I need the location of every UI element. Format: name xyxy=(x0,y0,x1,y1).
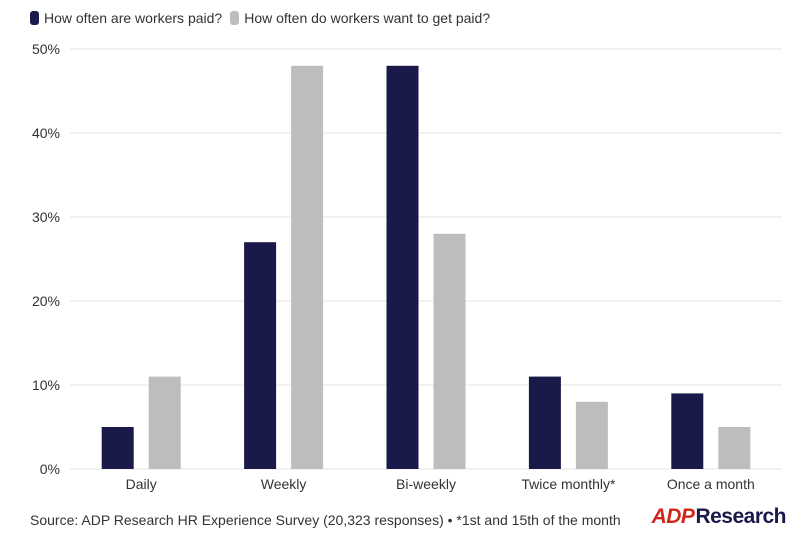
legend-item-series-a: How often are workers paid? xyxy=(30,10,222,26)
legend-swatch-series-b xyxy=(230,11,240,25)
bar-series-b xyxy=(291,65,324,470)
chart-legend: How often are workers paid? How often do… xyxy=(30,8,498,28)
x-tick-label: Bi-weekly xyxy=(396,476,456,492)
adp-logo-mark: ADP xyxy=(651,505,695,528)
legend-label-series-b: How often do workers want to get paid? xyxy=(244,10,491,26)
bar-series-b xyxy=(718,427,751,469)
x-tick-label: Daily xyxy=(126,476,157,492)
y-tick-label: 40% xyxy=(32,125,60,141)
x-tick-label: Weekly xyxy=(261,476,307,492)
x-axis-ticks: Daily Weekly Bi-weekly Twice monthly* Once a… xyxy=(126,476,755,492)
bar-series-b xyxy=(148,376,181,469)
logo-word: Research xyxy=(695,505,786,528)
bar-series-a xyxy=(101,427,134,469)
bars xyxy=(101,65,751,470)
y-tick-label: 10% xyxy=(32,377,60,393)
bar-series-b xyxy=(575,401,608,469)
y-axis-ticks: 0% 10% 20% 30% 40% 50% xyxy=(32,41,60,477)
bar-series-a xyxy=(244,242,277,469)
legend-swatch-series-a xyxy=(30,11,39,25)
x-tick-label: Once a month xyxy=(667,476,755,492)
grid-lines xyxy=(70,48,782,470)
legend-item-series-b: How often do workers want to get paid? xyxy=(230,10,490,26)
adp-research-logo: ADP Research xyxy=(651,505,787,529)
bar-series-a xyxy=(386,65,419,470)
bar-series-a xyxy=(671,393,704,469)
bar-series-a xyxy=(528,376,561,469)
y-tick-label: 0% xyxy=(40,461,60,477)
y-tick-label: 30% xyxy=(32,209,60,225)
y-tick-label: 50% xyxy=(32,41,60,57)
source-note: Source: ADP Research HR Experience Surve… xyxy=(30,512,621,528)
x-tick-label: Twice monthly* xyxy=(521,476,616,492)
legend-label-series-a: How often are workers paid? xyxy=(44,10,223,26)
bar-series-b xyxy=(433,233,466,469)
y-tick-label: 20% xyxy=(32,293,60,309)
